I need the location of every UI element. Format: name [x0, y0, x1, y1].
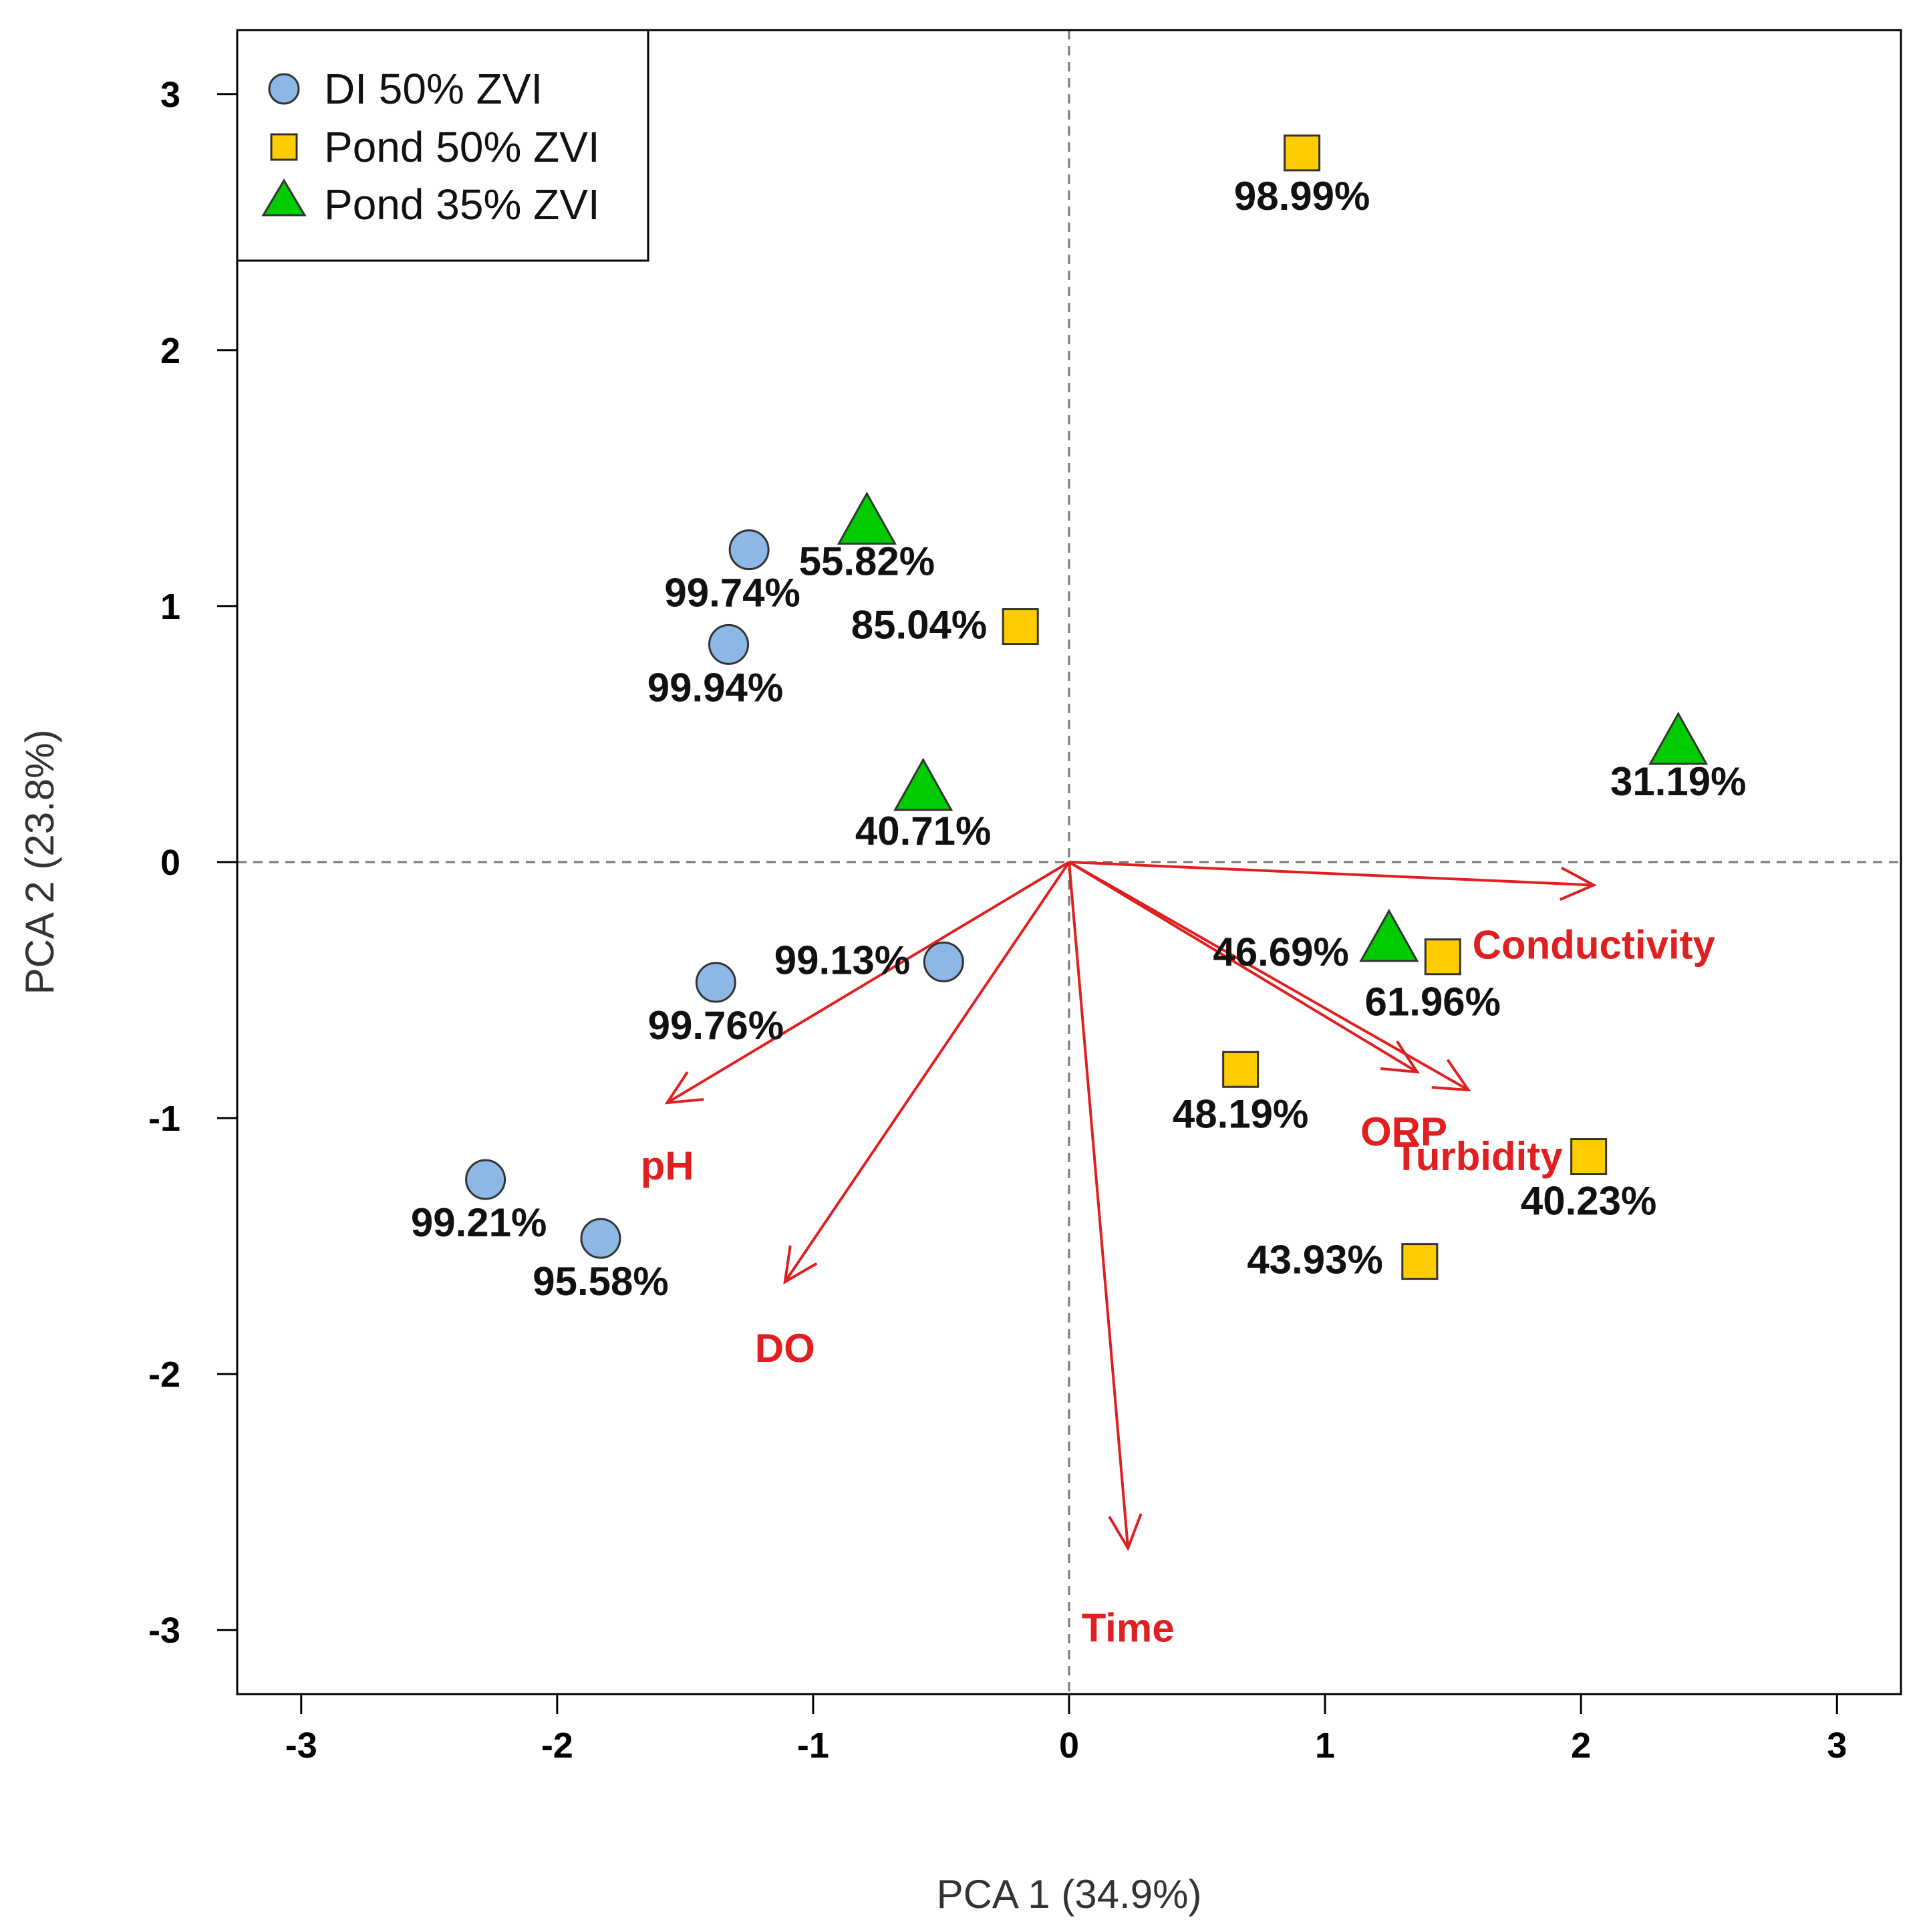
pond-50-zvi-point	[1284, 134, 1321, 172]
point-label: 31.19%	[1610, 759, 1747, 804]
point-label: 61.96%	[1365, 980, 1501, 1024]
x-tick-label: 0	[1059, 1726, 1079, 1766]
loading-label-time: Time	[1082, 1606, 1175, 1651]
point-label: 99.94%	[647, 665, 784, 710]
loading-arrowhead-time	[1108, 1513, 1143, 1552]
y-tick-label: 0	[160, 843, 180, 883]
di-50-zvi-point	[695, 962, 736, 1003]
pond-50-zvi-point	[1222, 1051, 1260, 1088]
loading-arrowhead-turbidity	[1431, 1059, 1471, 1092]
loading-arrowhead-ph	[664, 1071, 704, 1105]
legend: DI 50% ZVI Pond 50% ZVI Pond 35% ZVI	[236, 29, 649, 262]
point-label: 55.82%	[799, 539, 935, 584]
di-50-zvi-point	[580, 1218, 621, 1259]
legend-circle-marker	[268, 73, 300, 105]
loading-arrowhead-conductivity	[1559, 866, 1597, 901]
point-label: 99.13%	[774, 938, 911, 982]
point-label: 40.23%	[1521, 1179, 1657, 1224]
axes: -3 -2 -1 0 1 2 3 -3 -2 -1 0 1 2 3	[148, 75, 1847, 1766]
point-label: 98.99%	[1234, 174, 1370, 219]
loading-arrow-do	[784, 861, 1070, 1283]
x-tick-label: -1	[797, 1726, 829, 1766]
score-points	[465, 134, 1709, 1280]
loading-arrow-ph	[666, 861, 1070, 1104]
loading-arrow-time	[1068, 861, 1130, 1548]
loading-label-orp: ORP	[1360, 1109, 1447, 1154]
legend-box	[236, 29, 649, 262]
point-label: 43.93%	[1247, 1238, 1383, 1282]
legend-label-pond-50: Pond 50% ZVI	[324, 123, 600, 171]
point-label: 99.74%	[664, 571, 800, 615]
y-axis-title: PCA 2 (23.8%)	[17, 730, 62, 995]
loading-label-turbidity: Turbidity	[1394, 1134, 1564, 1179]
pond-50-zvi-point	[1002, 608, 1039, 646]
point-label: 95.58%	[533, 1259, 669, 1304]
point-label: 85.04%	[851, 603, 988, 648]
di-50-zvi-point	[923, 941, 964, 982]
point-label: 46.69%	[1213, 930, 1349, 974]
point-label: 40.71%	[855, 809, 992, 853]
loading-label-conductivity: Conductivity	[1473, 922, 1716, 967]
pond-50-zvi-point	[1570, 1138, 1608, 1176]
loading-arrow-turbidity	[1068, 861, 1469, 1091]
y-tick-label: 1	[160, 587, 180, 627]
y-tick-label: -2	[148, 1355, 180, 1395]
reference-lines	[237, 30, 1901, 1694]
loading-label-ph: pH	[641, 1143, 694, 1188]
loading-arrows	[664, 861, 1597, 1552]
loading-arrow-orp	[1068, 861, 1419, 1073]
loading-arrowhead-do	[783, 1245, 818, 1285]
loading-label-do: DO	[755, 1326, 815, 1371]
pond-35-zvi-point	[893, 757, 953, 811]
pond-35-zvi-point	[1359, 908, 1419, 962]
point-label: 99.76%	[648, 1003, 784, 1048]
pond-50-zvi-point	[1424, 938, 1461, 976]
legend-square-marker	[270, 133, 298, 161]
x-tick-label: -2	[541, 1726, 573, 1766]
di-50-zvi-point	[465, 1159, 506, 1200]
x-tick-label: -3	[285, 1726, 317, 1766]
point-label: 99.21%	[411, 1200, 547, 1245]
loading-arrow-conductivity	[1068, 861, 1594, 887]
x-tick-label: 1	[1315, 1726, 1335, 1766]
y-tick-label: -1	[148, 1099, 180, 1139]
x-tick-label: 3	[1827, 1726, 1847, 1766]
pond-50-zvi-point	[1401, 1243, 1439, 1280]
y-tick-label: -3	[148, 1611, 180, 1651]
x-axis-title: PCA 1 (34.9%)	[937, 1872, 1202, 1917]
point-label: 48.19%	[1173, 1091, 1309, 1136]
point-labels: 99.74% 99.94% 99.13% 99.76% 99.21% 95.58% 98.9…	[411, 174, 1747, 1304]
pond-35-zvi-point	[837, 491, 897, 545]
pond-35-zvi-point	[1648, 711, 1709, 765]
di-50-zvi-point	[708, 624, 750, 665]
loading-arrowhead-orp	[1380, 1041, 1420, 1074]
x-tick-label: 2	[1571, 1726, 1591, 1766]
di-50-zvi-point	[728, 529, 770, 571]
legend-label-pond-35: Pond 35% ZVI	[324, 180, 600, 229]
legend-triangle-marker	[261, 178, 307, 217]
legend-label-di-50: DI 50% ZVI	[324, 65, 543, 113]
y-tick-label: 2	[160, 331, 180, 371]
y-tick-label: 3	[160, 75, 180, 115]
